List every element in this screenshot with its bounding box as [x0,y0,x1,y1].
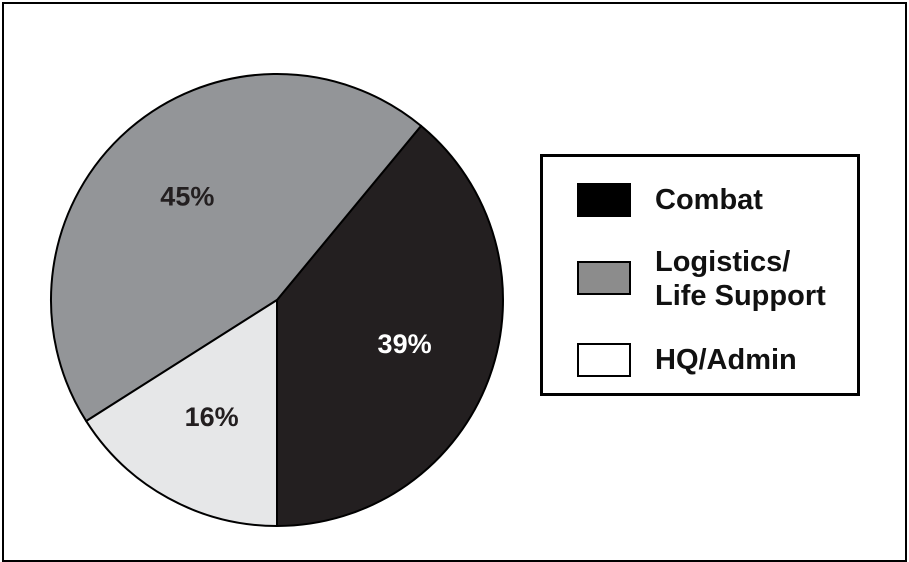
slice-label-combat: 39% [378,329,432,359]
pie-slice-hq-admin [85,299,278,527]
legend-item-logistics: Logistics/ Life Support [577,245,826,313]
pie-slice-combat [276,124,504,527]
slice-label-hq-admin: 16% [185,402,239,432]
pie-slice-logistics [50,73,423,423]
legend-swatch-combat [577,183,631,217]
legend-swatch-hq-admin [577,343,631,377]
legend-item-hq-admin: HQ/Admin [577,343,797,377]
legend-label-hq-admin: HQ/Admin [655,344,797,376]
legend-label-logistics: Logistics/ Life Support [655,246,826,312]
legend-item-combat: Combat [577,183,763,217]
legend: Combat Logistics/ Life Support HQ/Admin [540,154,860,396]
legend-swatch-logistics [577,261,631,295]
slice-label-logistics: 45% [160,181,214,211]
legend-label-combat: Combat [655,184,763,216]
